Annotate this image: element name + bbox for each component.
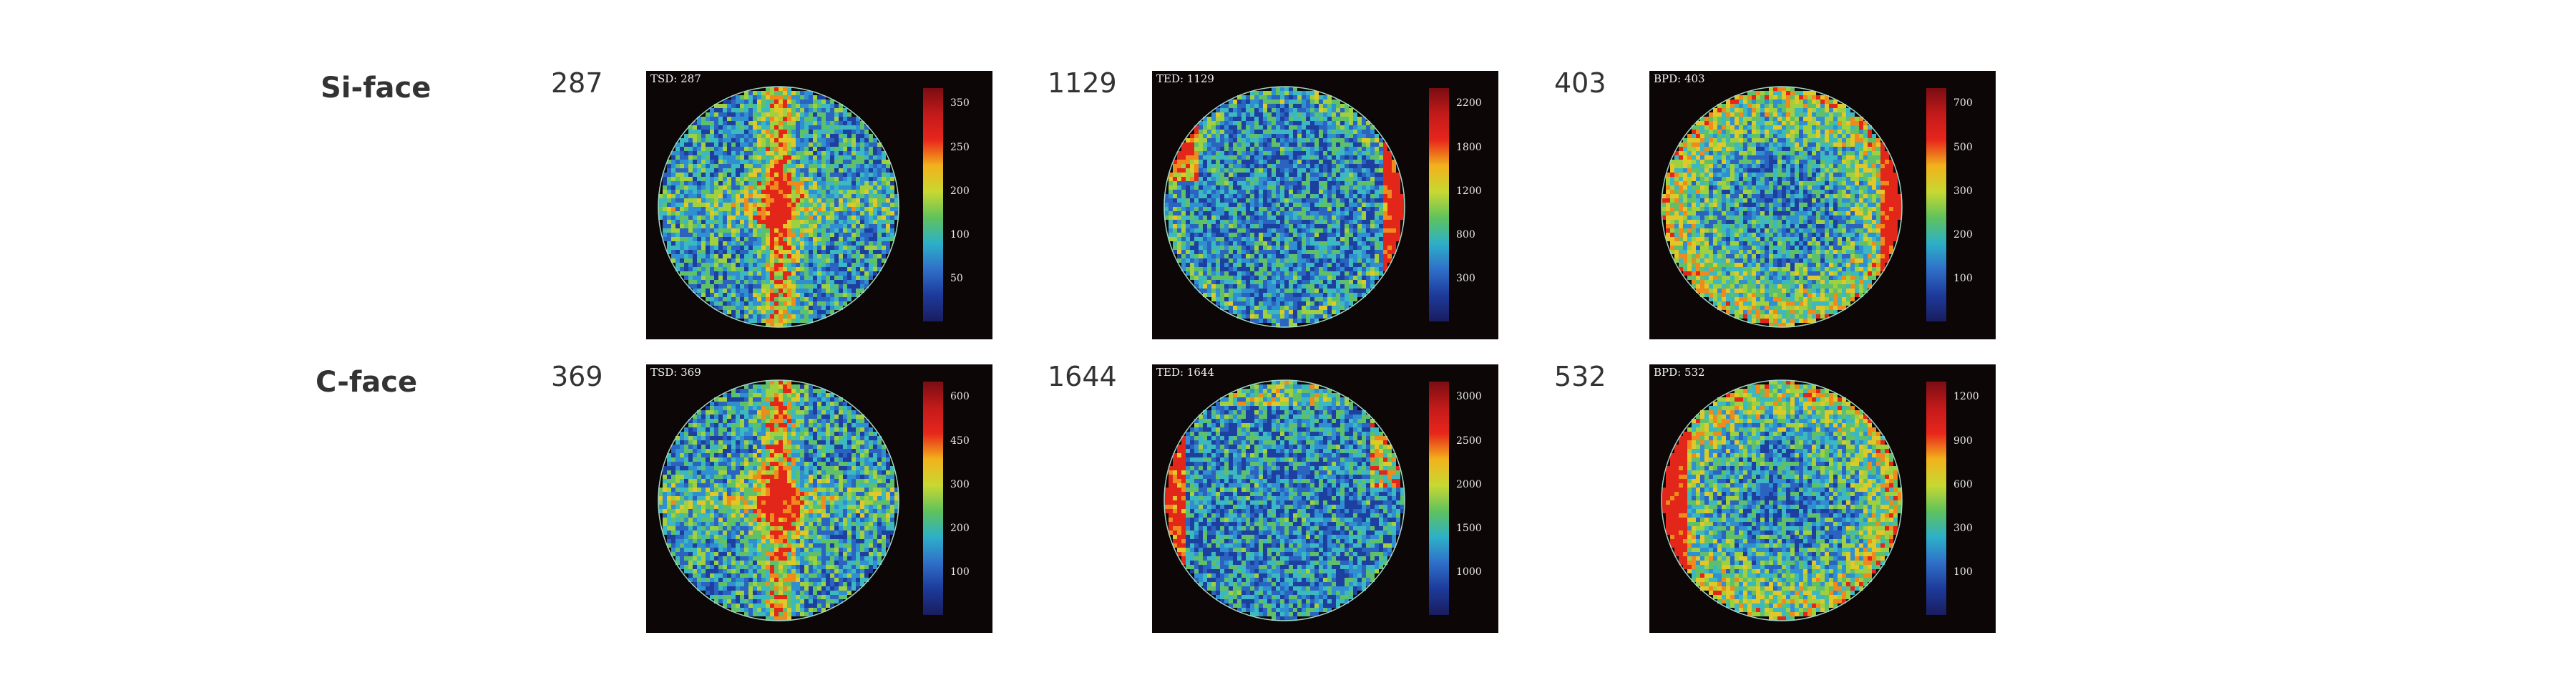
wafer-density-texture bbox=[658, 87, 899, 327]
map-title: BPD: 403 bbox=[1654, 72, 1705, 85]
colorbar-tick-label: 1200 bbox=[1953, 391, 1979, 402]
wafer-density-texture bbox=[1662, 87, 1902, 327]
map-title: TSD: 369 bbox=[650, 366, 701, 379]
defect-map-canvas: BPD: 532 1200 900 600 300 100 bbox=[1649, 364, 1996, 633]
colorbar-tick-label: 100 bbox=[950, 229, 970, 241]
colorbar-tick-label: 300 bbox=[1953, 185, 1973, 197]
colorbar bbox=[923, 88, 943, 321]
defect-map-canvas: TSD: 287 350 250 200 100 50 bbox=[646, 71, 992, 339]
colorbar bbox=[1926, 382, 1946, 615]
row-label-si-face: Si-face bbox=[321, 72, 431, 105]
count-c-tsd: 369 bbox=[551, 361, 603, 392]
colorbar-tick-label: 800 bbox=[1456, 229, 1475, 241]
colorbar-tick-label: 200 bbox=[950, 523, 970, 534]
defect-map-si-tsd: TSD: 287 350 250 200 100 50 bbox=[646, 71, 992, 339]
wafer-density-texture bbox=[1164, 380, 1405, 621]
colorbar-tick-label: 500 bbox=[1953, 142, 1973, 153]
defect-map-canvas: TED: 1129 2200 1800 1200 800 300 bbox=[1152, 71, 1498, 339]
colorbar-tick-label: 50 bbox=[950, 273, 963, 284]
map-title: TED: 1129 bbox=[1156, 72, 1214, 85]
map-title: BPD: 532 bbox=[1654, 366, 1705, 379]
colorbar-tick-label: 600 bbox=[950, 391, 970, 402]
colorbar-tick-label: 100 bbox=[950, 566, 970, 578]
colorbar-tick-label: 900 bbox=[1953, 435, 1973, 447]
map-title: TSD: 287 bbox=[650, 72, 701, 85]
defect-map-c-bpd: BPD: 532 1200 900 600 300 100 bbox=[1649, 364, 1996, 633]
colorbar-tick-label: 1500 bbox=[1456, 523, 1482, 534]
colorbar-tick-label: 100 bbox=[1953, 566, 1973, 578]
map-title: TED: 1644 bbox=[1156, 366, 1214, 379]
wafer-outline bbox=[1163, 379, 1405, 621]
count-si-ted: 1129 bbox=[1048, 67, 1117, 99]
colorbar-tick-label: 700 bbox=[1953, 97, 1973, 109]
row-label-c-face: C-face bbox=[316, 366, 418, 399]
colorbar-tick-label: 2200 bbox=[1456, 97, 1482, 109]
colorbar-tick-label: 100 bbox=[1953, 273, 1973, 284]
colorbar bbox=[1429, 382, 1449, 615]
colorbar-tick-label: 3000 bbox=[1456, 391, 1482, 402]
defect-map-canvas: TSD: 369 600 450 300 200 100 bbox=[646, 364, 992, 633]
colorbar bbox=[1926, 88, 1946, 321]
colorbar-tick-label: 600 bbox=[1953, 479, 1973, 490]
colorbar-tick-label: 300 bbox=[1953, 523, 1973, 534]
count-c-bpd: 532 bbox=[1554, 361, 1606, 392]
colorbar-tick-label: 450 bbox=[950, 435, 970, 447]
wafer-outline bbox=[1661, 86, 1903, 328]
wafer-outline bbox=[1661, 379, 1903, 621]
colorbar-tick-label: 200 bbox=[950, 185, 970, 197]
colorbar-tick-label: 2500 bbox=[1456, 435, 1482, 447]
colorbar-tick-label: 300 bbox=[1456, 273, 1475, 284]
defect-map-c-ted: TED: 1644 3000 2500 2000 1500 1000 bbox=[1152, 364, 1498, 633]
count-si-tsd: 287 bbox=[551, 67, 603, 99]
wafer-density-texture bbox=[1662, 380, 1902, 621]
colorbar-tick-label: 1000 bbox=[1456, 566, 1482, 578]
colorbar bbox=[1429, 88, 1449, 321]
wafer-density-texture bbox=[1164, 87, 1405, 327]
defect-map-canvas: TED: 1644 3000 2500 2000 1500 1000 bbox=[1152, 364, 1498, 633]
colorbar-tick-label: 250 bbox=[950, 142, 970, 153]
colorbar-tick-label: 1800 bbox=[1456, 142, 1482, 153]
wafer-outline bbox=[658, 86, 899, 328]
defect-map-si-bpd: BPD: 403 700 500 300 200 100 bbox=[1649, 71, 1996, 339]
colorbar-tick-label: 350 bbox=[950, 97, 970, 109]
wafer-density-texture bbox=[658, 380, 899, 621]
colorbar-tick-label: 300 bbox=[950, 479, 970, 490]
count-si-bpd: 403 bbox=[1554, 67, 1606, 99]
wafer-outline bbox=[658, 379, 899, 621]
defect-map-c-tsd: TSD: 369 600 450 300 200 100 bbox=[646, 364, 992, 633]
colorbar-tick-label: 2000 bbox=[1456, 479, 1482, 490]
colorbar bbox=[923, 382, 943, 615]
defect-map-si-ted: TED: 1129 2200 1800 1200 800 300 bbox=[1152, 71, 1498, 339]
colorbar-tick-label: 1200 bbox=[1456, 185, 1482, 197]
count-c-ted: 1644 bbox=[1048, 361, 1117, 392]
defect-map-canvas: BPD: 403 700 500 300 200 100 bbox=[1649, 71, 1996, 339]
colorbar-tick-label: 200 bbox=[1953, 229, 1973, 241]
wafer-outline bbox=[1163, 86, 1405, 328]
